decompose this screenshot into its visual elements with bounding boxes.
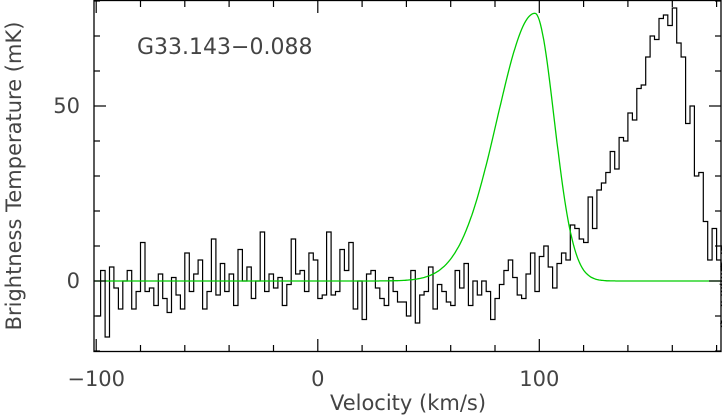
axis-ticks: −100 0 100 0 50 xyxy=(53,0,721,391)
x-tick-label: 100 xyxy=(519,367,559,391)
x-tick-label: 0 xyxy=(311,367,324,391)
x-axis-label: Velocity (km/s) xyxy=(330,391,486,415)
spectrum-histogram-line xyxy=(96,7,722,338)
source-label: G33.143−0.088 xyxy=(137,35,312,60)
y-axis-label: Brightness Temperature (mK) xyxy=(2,22,26,331)
y-tick-label: 50 xyxy=(53,94,80,118)
plot-marks xyxy=(94,7,722,338)
gaussian-fit-line xyxy=(94,12,721,282)
x-tick-label: −100 xyxy=(67,367,125,391)
y-tick-label: 0 xyxy=(67,269,80,293)
